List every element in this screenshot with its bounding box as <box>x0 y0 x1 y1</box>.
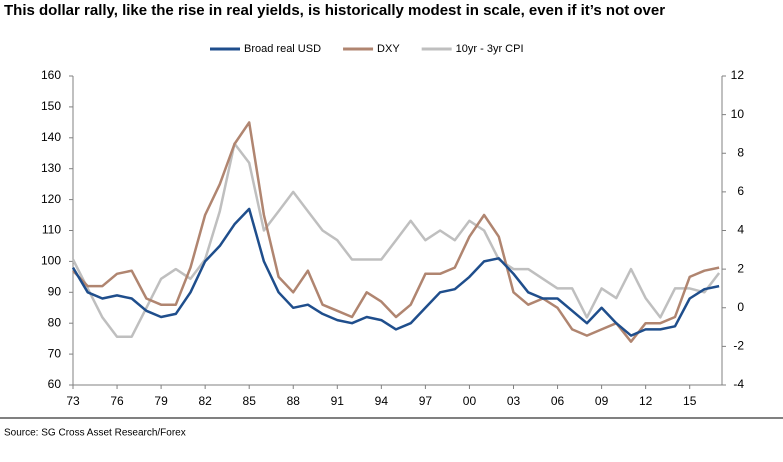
y2-tick-label: -4 <box>733 377 744 391</box>
y-tick-label: 140 <box>41 130 61 144</box>
y-tick-label: 90 <box>48 284 62 298</box>
x-tick-label: 03 <box>507 394 521 408</box>
y-tick-label: 60 <box>48 377 62 391</box>
x-tick-label: 73 <box>66 394 80 408</box>
y2-tick-label: 6 <box>737 184 744 198</box>
series-line <box>71 207 720 337</box>
x-tick-label: 15 <box>683 394 697 408</box>
y2-tick-label: -2 <box>733 339 744 353</box>
x-tick-label: 79 <box>154 394 168 408</box>
y-tick-label: 130 <box>41 161 61 175</box>
y-tick-label: 120 <box>41 192 61 206</box>
chart-title: This dollar rally, like the rise in real… <box>4 2 665 19</box>
legend-label: DXY <box>377 43 400 55</box>
y-tick-label: 110 <box>42 223 61 237</box>
x-tick-label: 97 <box>419 394 433 408</box>
y2-tick-label: 12 <box>731 68 745 82</box>
x-tick-label: 91 <box>331 394 345 408</box>
y2-tick-label: 4 <box>737 223 744 237</box>
y2-tick-label: 10 <box>731 107 745 121</box>
x-tick-label: 76 <box>110 394 124 408</box>
y2-tick-label: 8 <box>737 145 744 159</box>
y-tick-label: 160 <box>41 68 61 82</box>
y-tick-label: 100 <box>41 254 61 268</box>
series-line <box>72 121 720 343</box>
y-tick-label: 150 <box>41 99 61 113</box>
x-tick-label: 00 <box>463 394 477 408</box>
y-tick-label: 70 <box>48 346 62 360</box>
x-tick-label: 09 <box>595 394 609 408</box>
y2-tick-label: 2 <box>737 261 744 275</box>
legend-label: 10yr - 3yr CPI <box>456 43 524 55</box>
x-tick-label: 82 <box>198 394 212 408</box>
x-tick-label: 06 <box>551 394 565 408</box>
x-tick-label: 85 <box>243 394 257 408</box>
series-line <box>71 142 721 338</box>
y-tick-label: 80 <box>48 315 62 329</box>
x-tick-label: 12 <box>639 394 653 408</box>
legend-label: Broad real USD <box>244 43 321 55</box>
x-tick-label: 94 <box>375 394 389 408</box>
x-tick-label: 88 <box>287 394 301 408</box>
source: Source: SG Cross Asset Research/Forex <box>4 428 186 439</box>
y2-tick-label: 0 <box>737 300 744 314</box>
